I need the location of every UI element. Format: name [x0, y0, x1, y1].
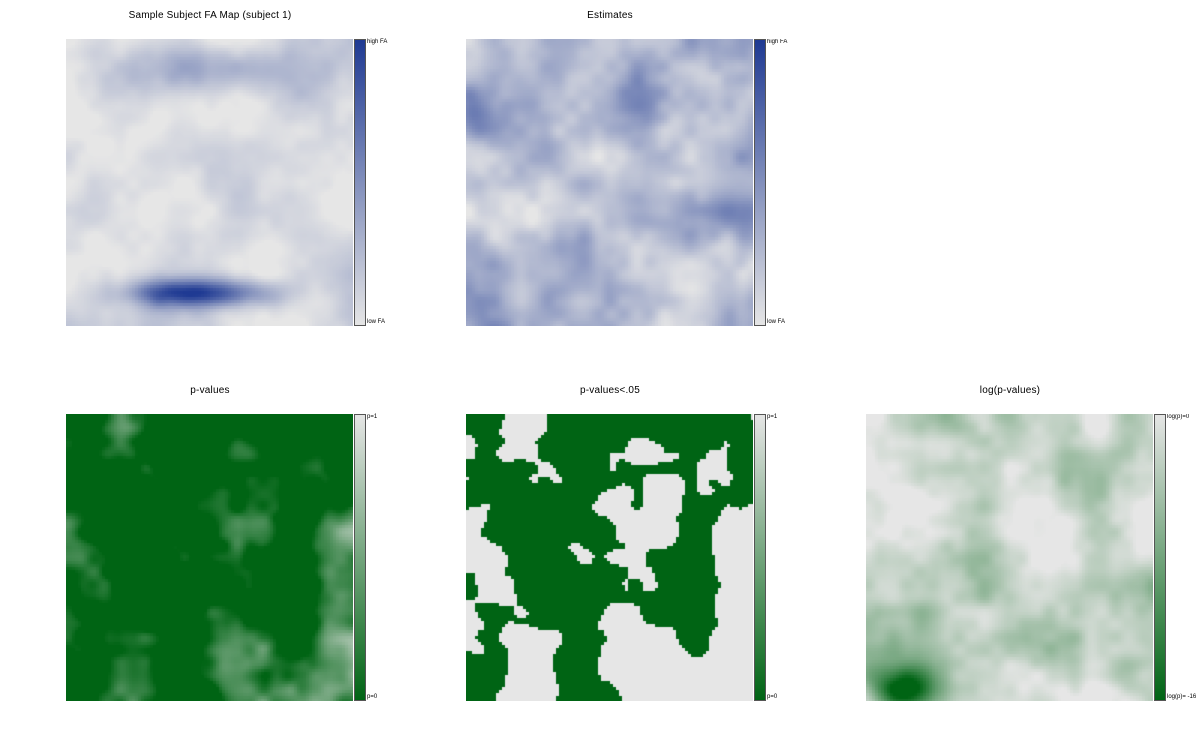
chart-title: p-values	[60, 385, 360, 396]
colorbar-top-label: high FA	[367, 39, 387, 46]
colorbar-bottom-label: p=0	[367, 694, 377, 701]
colorbar-frame	[1154, 414, 1166, 701]
p-values-panel: p-values p=1 p=0	[60, 385, 400, 725]
colorbar-top-label: log(p)=0	[1167, 414, 1189, 421]
log-p-values-heatmap	[866, 414, 1153, 701]
colorbar-bottom-label: log(p)= -16	[1167, 694, 1196, 701]
chart-title: p-values<.05	[460, 385, 760, 396]
log-p-values-panel: log(p-values) log(p)=0 log(p)= -16	[860, 385, 1200, 725]
colorbar-frame	[354, 39, 366, 326]
colorbar-top-label: high FA	[767, 39, 787, 46]
chart-title: Estimates	[460, 10, 760, 21]
fa-map-panel: Sample Subject FA Map (subject 1) high F…	[60, 10, 400, 350]
fa-map-heatmap	[66, 39, 353, 326]
chart-title: log(p-values)	[860, 385, 1160, 396]
p-values-heatmap	[66, 414, 353, 701]
estimates-panel: Estimates high FA low FA	[460, 10, 800, 350]
p-values-threshold-heatmap	[466, 414, 753, 701]
colorbar-top-label: p=1	[367, 414, 377, 421]
colorbar-bottom-label: p=0	[767, 694, 777, 701]
colorbar-bottom-label: low FA	[767, 319, 785, 326]
colorbar-top-label: p=1	[767, 414, 777, 421]
p-values-threshold-panel: p-values<.05 p=1 p=0	[460, 385, 800, 725]
colorbar-frame	[354, 414, 366, 701]
estimates-heatmap	[466, 39, 753, 326]
colorbar-frame	[754, 414, 766, 701]
colorbar-frame	[754, 39, 766, 326]
chart-title: Sample Subject FA Map (subject 1)	[60, 10, 360, 21]
colorbar-bottom-label: low FA	[367, 319, 385, 326]
